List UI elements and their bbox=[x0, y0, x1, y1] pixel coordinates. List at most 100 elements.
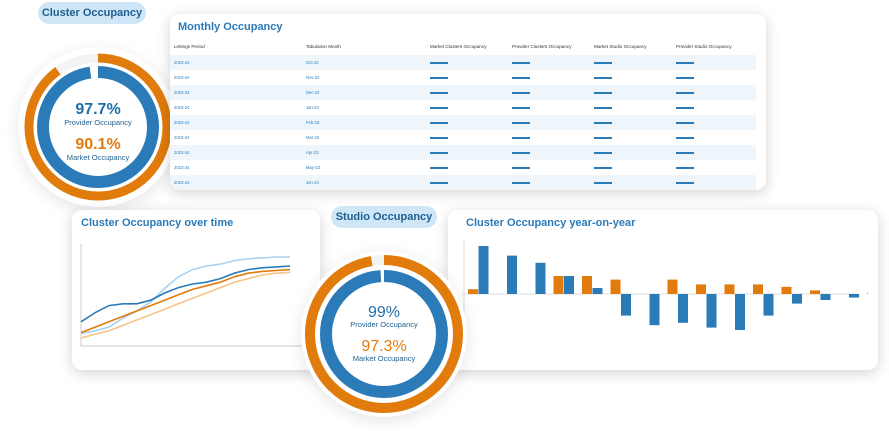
value-placeholder-dash bbox=[430, 76, 448, 79]
value-placeholder-dash bbox=[676, 91, 694, 94]
market-clusters-cell bbox=[426, 145, 508, 160]
value-placeholder-dash bbox=[512, 136, 530, 139]
cluster-market-label: Market Occupancy bbox=[66, 153, 130, 162]
monthly-occupancy-card: Monthly Occupancy Lettings Period Tabula… bbox=[170, 14, 766, 190]
provider-clusters-cell bbox=[508, 70, 590, 85]
provider-clusters-cell bbox=[508, 160, 590, 175]
provider-clusters-cell bbox=[508, 145, 590, 160]
column-header[interactable]: Provider Studio Occupancy bbox=[676, 43, 732, 49]
value-placeholder-dash bbox=[594, 166, 612, 169]
column-header[interactable]: Lettings Period bbox=[174, 43, 205, 49]
market-studio-cell bbox=[590, 55, 672, 70]
series-line-3 bbox=[80, 271, 291, 339]
value-placeholder-dash bbox=[430, 151, 448, 154]
table-row[interactable]: 2023-24 Apr-23 bbox=[170, 145, 756, 160]
market-studio-cell bbox=[590, 70, 672, 85]
studio-occupancy-pill[interactable]: Studio Occupancy bbox=[331, 206, 437, 228]
value-placeholder-dash bbox=[676, 76, 694, 79]
bar-0-12 bbox=[810, 290, 820, 294]
lettings-period-cell: 2023-24 bbox=[170, 145, 302, 160]
value-placeholder-dash bbox=[594, 106, 612, 109]
market-studio-cell bbox=[590, 130, 672, 145]
bar-1-12 bbox=[820, 294, 831, 300]
bar-0-14 bbox=[867, 292, 868, 294]
column-header[interactable]: Market Studio Occupancy bbox=[594, 43, 647, 49]
bar-1-1 bbox=[507, 255, 517, 294]
bar-0-4 bbox=[582, 276, 592, 294]
bar-1-8 bbox=[706, 294, 717, 328]
value-placeholder-dash bbox=[430, 166, 448, 169]
provider-clusters-cell bbox=[508, 85, 590, 100]
lettings-period-cell: 2023-24 bbox=[174, 165, 190, 170]
bar-0-3 bbox=[553, 276, 564, 294]
bar-0-8 bbox=[696, 284, 706, 294]
market-studio-cell bbox=[590, 115, 672, 130]
value-placeholder-dash bbox=[676, 106, 694, 109]
value-placeholder-dash bbox=[430, 91, 448, 94]
provider-clusters-cell bbox=[508, 115, 590, 130]
provider-studio-cell bbox=[672, 145, 756, 160]
studio-market-value: 97.3% bbox=[361, 338, 407, 355]
lettings-period-cell: 2023-24 bbox=[174, 75, 190, 80]
value-placeholder-dash bbox=[676, 121, 694, 124]
cluster-occupancy-donut: 97.7% Provider Occupancy 90.1% Market Oc… bbox=[18, 47, 178, 207]
provider-studio-cell bbox=[672, 175, 756, 190]
tabulation-month-cell: Nov-22 bbox=[306, 75, 320, 80]
cluster-market-ring bbox=[24, 53, 172, 201]
bar-1-6 bbox=[649, 294, 660, 326]
bar-0-9 bbox=[724, 284, 735, 294]
bar-0-7 bbox=[667, 279, 678, 294]
provider-studio-cell bbox=[672, 85, 756, 100]
tabulation-month-cell: May-23 bbox=[306, 165, 320, 170]
bar-0-0 bbox=[468, 289, 478, 294]
table-row[interactable]: 2023-24 May-23 bbox=[170, 160, 756, 175]
year-on-year-title: Cluster Occupancy year-on-year bbox=[466, 217, 636, 229]
cluster-market-value: 90.1% bbox=[75, 136, 121, 153]
table-row[interactable]: 2023-24 Oct-22 bbox=[170, 55, 756, 70]
occupancy-over-time-chart bbox=[80, 244, 310, 347]
provider-clusters-cell bbox=[508, 130, 590, 145]
market-studio-cell bbox=[590, 145, 672, 160]
value-placeholder-dash bbox=[676, 181, 694, 184]
table-row[interactable]: 2023-24 Feb-23 bbox=[170, 115, 756, 130]
provider-studio-cell bbox=[672, 70, 756, 85]
bar-1-0 bbox=[478, 246, 489, 294]
tabulation-month-cell: Mar-23 bbox=[306, 135, 320, 140]
cluster-occupancy-pill[interactable]: Cluster Occupancy bbox=[38, 2, 146, 24]
table-header-row: Lettings Period Tabulation Month Market … bbox=[170, 37, 756, 55]
lettings-period-cell: 2023-24 bbox=[170, 55, 302, 70]
bar-1-2 bbox=[535, 262, 546, 294]
studio-provider-label: Provider Occupancy bbox=[350, 320, 418, 329]
column-header[interactable]: Provider Clusters Occupancy bbox=[512, 43, 572, 49]
value-placeholder-dash bbox=[594, 121, 612, 124]
tabulation-month-cell: Feb-23 bbox=[302, 115, 426, 130]
table-row[interactable]: 2023-24 Nov-22 bbox=[170, 70, 756, 85]
value-placeholder-dash bbox=[512, 151, 530, 154]
value-placeholder-dash bbox=[676, 166, 694, 169]
bar-1-11 bbox=[792, 294, 802, 304]
table-row[interactable]: 2023-24 Dec-22 bbox=[170, 85, 756, 100]
value-placeholder-dash bbox=[594, 91, 612, 94]
column-header[interactable]: Market Clusters Occupancy bbox=[430, 43, 487, 49]
column-header[interactable]: Tabulation Month bbox=[306, 43, 341, 49]
market-clusters-cell bbox=[426, 85, 508, 100]
value-placeholder-dash bbox=[512, 121, 530, 124]
tabulation-month-cell: Oct-22 bbox=[302, 55, 426, 70]
market-clusters-cell bbox=[426, 70, 508, 85]
value-placeholder-dash bbox=[512, 91, 530, 94]
value-placeholder-dash bbox=[430, 181, 448, 184]
table-row[interactable]: 2023-24 Jan-23 bbox=[170, 100, 756, 115]
market-studio-cell bbox=[590, 175, 672, 190]
table-row[interactable]: 2023-24 Mar-23 bbox=[170, 130, 756, 145]
series-line-2 bbox=[80, 268, 291, 334]
cluster-provider-label: Provider Occupancy bbox=[64, 118, 132, 127]
market-clusters-cell bbox=[426, 130, 508, 145]
provider-clusters-cell bbox=[508, 55, 590, 70]
tabulation-month-cell: Apr-23 bbox=[302, 145, 426, 160]
value-placeholder-dash bbox=[430, 106, 448, 109]
bar-0-10 bbox=[753, 284, 763, 294]
value-placeholder-dash bbox=[594, 181, 612, 184]
table-row[interactable]: 2023-24 Jun-23 bbox=[170, 175, 756, 190]
market-studio-cell bbox=[590, 100, 672, 115]
value-placeholder-dash bbox=[594, 151, 612, 154]
